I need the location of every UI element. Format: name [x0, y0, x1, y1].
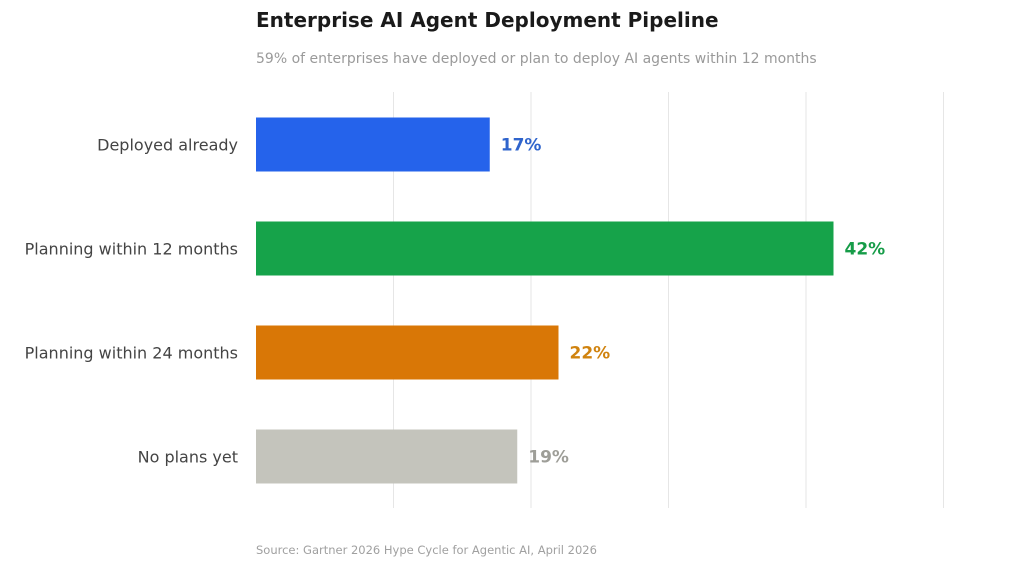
bar-2	[256, 221, 834, 276]
source-note: Source: Gartner 2026 Hype Cycle for Agen…	[256, 543, 597, 557]
value-label-3: 22%	[570, 344, 611, 364]
bar-4	[256, 429, 518, 484]
value-label-2: 42%	[845, 240, 886, 260]
category-label-3: Planning within 24 months	[25, 344, 238, 363]
chart-subtitle: 59% of enterprises have deployed or plan…	[256, 51, 817, 67]
bar-3	[256, 325, 559, 380]
chart-title: Enterprise AI Agent Deployment Pipeline	[256, 8, 719, 32]
category-label-1: Deployed already	[97, 136, 238, 155]
value-label-1: 17%	[501, 136, 542, 156]
value-label-4: 19%	[528, 448, 569, 468]
bar-1	[256, 117, 490, 172]
label-layer: Deployed already 17% Planning within 12 mo…	[25, 136, 886, 468]
category-label-2: Planning within 12 months	[25, 240, 238, 259]
category-label-4: No plans yet	[138, 448, 238, 467]
bar-layer	[256, 117, 834, 484]
